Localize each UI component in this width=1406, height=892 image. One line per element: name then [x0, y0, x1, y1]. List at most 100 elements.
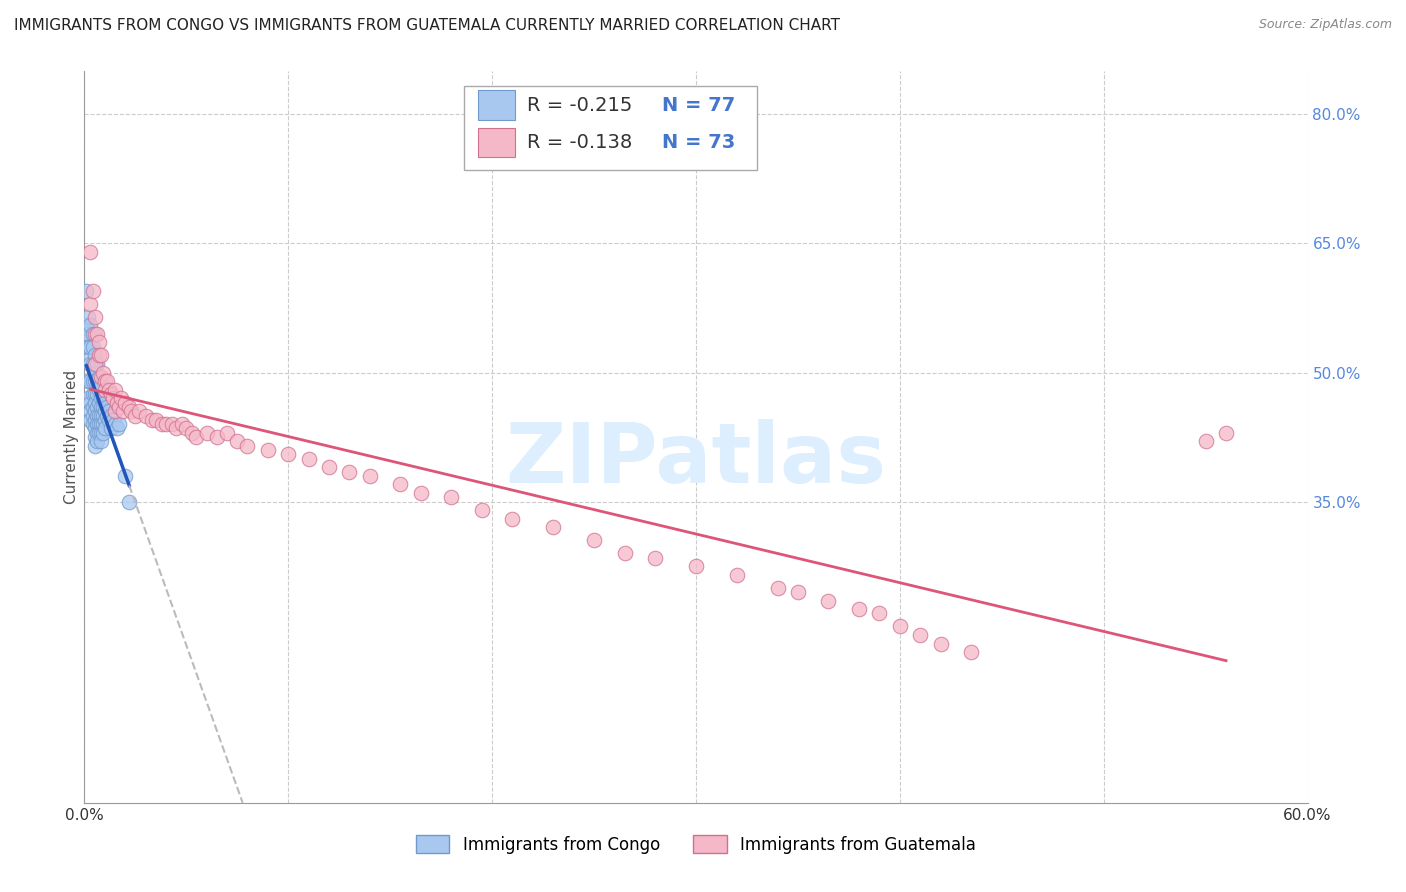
FancyBboxPatch shape [478, 90, 515, 120]
Point [77, 392, 100, 406]
Point [685, 559, 707, 574]
Point [86, 425, 108, 440]
Point [90, 417, 112, 432]
Point [91, 409, 114, 423]
Point [91, 417, 114, 432]
Point [150, 417, 173, 432]
Point [205, 430, 228, 444]
Point [124, 409, 146, 423]
Point [79, 318, 101, 333]
Point [118, 494, 141, 508]
Point [100, 421, 122, 435]
Point [83, 430, 105, 444]
Point [90, 434, 112, 449]
Point [114, 395, 136, 409]
Point [86, 409, 108, 423]
Point [502, 512, 524, 526]
Point [114, 468, 136, 483]
Point [440, 491, 463, 505]
Point [82, 400, 104, 414]
Point [112, 404, 135, 418]
Point [86, 326, 108, 341]
Point [104, 383, 127, 397]
Point [83, 348, 105, 362]
Point [236, 439, 259, 453]
Point [869, 607, 891, 621]
Point [257, 442, 280, 457]
Point [87, 409, 110, 423]
Point [389, 477, 412, 491]
Point [79, 404, 101, 418]
Point [93, 374, 115, 388]
Point [83, 357, 105, 371]
Point [83, 310, 105, 324]
Point [96, 409, 118, 423]
Point [910, 628, 932, 642]
Point [87, 348, 110, 362]
Point [77, 374, 100, 388]
Point [87, 417, 110, 432]
Point [93, 395, 115, 409]
Text: IMMIGRANTS FROM CONGO VS IMMIGRANTS FROM GUATEMALA CURRENTLY MARRIED CORRELATION: IMMIGRANTS FROM CONGO VS IMMIGRANTS FROM… [14, 18, 839, 33]
Point [82, 326, 104, 341]
Point [105, 421, 128, 435]
Point [174, 421, 197, 435]
Point [93, 383, 115, 397]
Point [90, 409, 112, 423]
Point [277, 447, 299, 461]
Point [160, 417, 183, 432]
Point [787, 585, 810, 599]
Point [86, 374, 108, 388]
Point [960, 645, 983, 659]
Point [83, 357, 105, 371]
Point [120, 404, 142, 418]
Point [165, 421, 187, 435]
Point [90, 378, 112, 392]
Point [90, 392, 112, 406]
Point [83, 387, 105, 401]
Point [118, 400, 141, 414]
Point [77, 310, 100, 324]
Point [409, 486, 432, 500]
Point [101, 392, 124, 406]
Point [77, 352, 100, 367]
Point [79, 245, 101, 260]
Point [97, 404, 120, 418]
Point [359, 468, 381, 483]
Point [82, 284, 104, 298]
Text: N = 73: N = 73 [662, 134, 735, 153]
Point [298, 451, 321, 466]
Point [583, 533, 606, 548]
Point [108, 400, 131, 414]
Point [172, 417, 194, 432]
Point [79, 374, 101, 388]
Point [96, 400, 118, 414]
Point [86, 387, 108, 401]
Point [195, 425, 218, 440]
Point [471, 503, 494, 517]
Point [77, 340, 100, 354]
Point [91, 425, 114, 440]
Point [82, 409, 104, 423]
Point [141, 413, 163, 427]
Point [90, 348, 112, 362]
Text: N = 77: N = 77 [662, 95, 735, 114]
Point [96, 374, 118, 388]
Point [644, 550, 666, 565]
Point [543, 520, 565, 534]
Point [87, 425, 110, 440]
Point [135, 409, 157, 423]
Point [87, 383, 110, 397]
Point [79, 340, 101, 354]
Point [145, 413, 167, 427]
Point [83, 404, 105, 418]
Point [848, 602, 870, 616]
Point [82, 340, 104, 354]
Point [100, 387, 122, 401]
Point [82, 387, 104, 401]
Point [79, 413, 101, 427]
Point [186, 430, 208, 444]
Text: ZIPatlas: ZIPatlas [506, 418, 886, 500]
Point [339, 465, 361, 479]
Point [93, 421, 115, 435]
